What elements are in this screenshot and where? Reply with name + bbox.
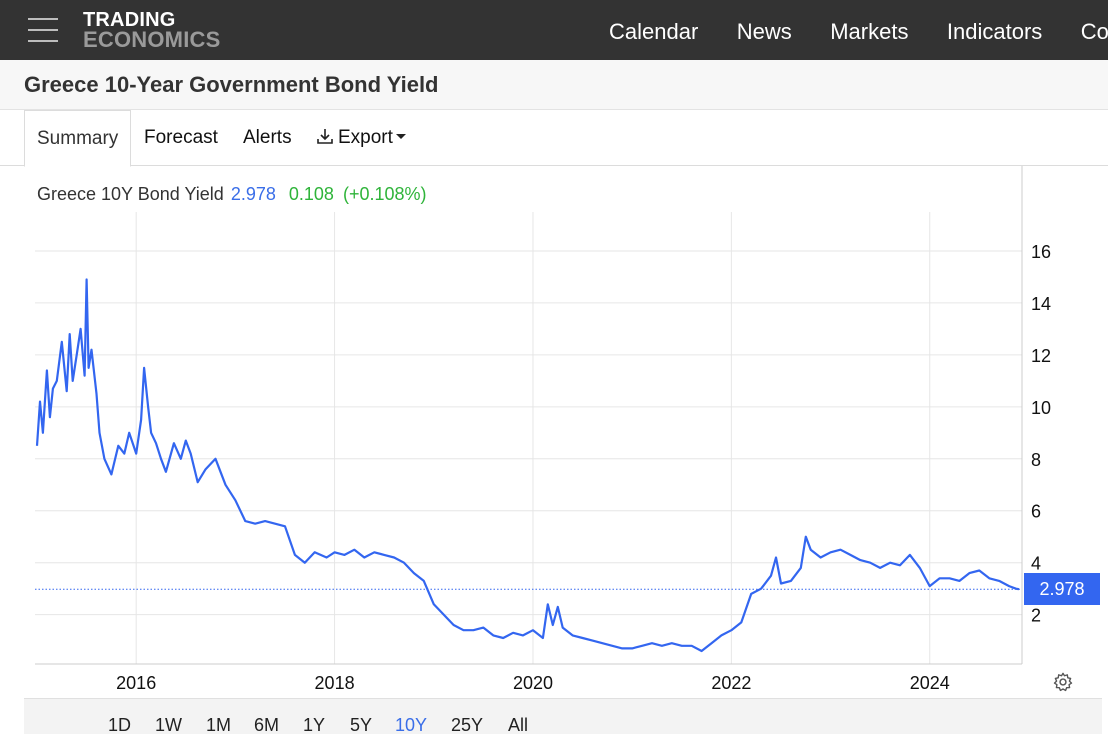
y-tick-label: 2 bbox=[1031, 606, 1041, 626]
range-6m[interactable]: 6M bbox=[254, 715, 280, 734]
y-tick-label: 8 bbox=[1031, 450, 1041, 470]
nav-more[interactable]: Co bbox=[1080, 19, 1108, 44]
x-tick-label: 2022 bbox=[711, 673, 751, 693]
page-title: Greece 10-Year Government Bond Yield bbox=[24, 72, 439, 97]
gear-icon[interactable] bbox=[1052, 671, 1074, 693]
tab-alerts[interactable]: Alerts bbox=[243, 127, 292, 148]
range-25y[interactable]: 25Y bbox=[451, 715, 484, 734]
last-price-tag: 2.978 bbox=[1024, 573, 1100, 606]
x-tick-label: 2024 bbox=[910, 673, 950, 693]
export-label: Export bbox=[338, 127, 393, 148]
y-tick-label: 16 bbox=[1031, 242, 1051, 262]
caret-down-icon bbox=[395, 134, 406, 139]
main-nav: Calendar News Markets Indicators Co bbox=[609, 19, 1108, 45]
nav-indicators[interactable]: Indicators bbox=[946, 19, 1043, 44]
nav-calendar[interactable]: Calendar bbox=[609, 19, 699, 44]
x-tick-label: 2020 bbox=[513, 673, 553, 693]
y-tick-label: 14 bbox=[1031, 294, 1051, 314]
title-bar: Greece 10-Year Government Bond Yield bbox=[0, 60, 1108, 110]
tab-summary[interactable]: Summary bbox=[24, 110, 132, 167]
range-1m[interactable]: 1M bbox=[206, 715, 232, 734]
range-all[interactable]: All bbox=[508, 715, 529, 734]
legend-change-pct: (+0.108%) bbox=[342, 184, 427, 204]
nav-news[interactable]: News bbox=[736, 19, 792, 44]
range-1y[interactable]: 1Y bbox=[303, 715, 326, 734]
chart-area: 2 4 6 8 10 12 14 16 2016 2018 2020 2022 2024 Greece … bbox=[0, 166, 1108, 734]
legend-change: 0.108 bbox=[288, 184, 334, 204]
tab-bar: Summary Forecast Alerts Export bbox=[0, 110, 1108, 167]
bond-yield-chart[interactable]: 2 4 6 8 10 12 14 16 2016 2018 2020 2022 2024 bbox=[0, 166, 1108, 698]
range-10y[interactable]: 10Y bbox=[395, 715, 428, 734]
series-line bbox=[35, 278, 1020, 653]
top-navbar: TRADING ECONOMICS Calendar News Markets … bbox=[0, 0, 1108, 60]
nav-markets[interactable]: Markets bbox=[830, 19, 909, 44]
logo-line2: ECONOMICS bbox=[83, 27, 221, 52]
y-tick-label: 4 bbox=[1031, 554, 1041, 574]
x-tick-label: 2018 bbox=[315, 673, 355, 693]
chart-legend: Greece 10Y Bond Yield 2.978 0.108 (+0.10… bbox=[37, 184, 427, 205]
export-button[interactable]: Export bbox=[316, 127, 406, 149]
download-icon bbox=[317, 129, 333, 144]
x-tick-label: 2016 bbox=[116, 673, 156, 693]
range-5y[interactable]: 5Y bbox=[350, 715, 373, 734]
menu-icon[interactable] bbox=[28, 18, 58, 42]
legend-last-value: 2.978 bbox=[230, 184, 276, 204]
y-tick-label: 10 bbox=[1031, 398, 1051, 418]
range-selector: 1D 1W 1M 6M 1Y 5Y 10Y 25Y All bbox=[24, 698, 1102, 734]
range-1d[interactable]: 1D bbox=[108, 715, 132, 734]
y-tick-label: 12 bbox=[1031, 346, 1051, 366]
tab-forecast[interactable]: Forecast bbox=[144, 127, 218, 148]
logo[interactable]: TRADING ECONOMICS bbox=[83, 9, 221, 52]
logo-line1: TRADING bbox=[83, 9, 176, 31]
legend-series-name: Greece 10Y Bond Yield bbox=[37, 184, 224, 204]
y-tick-label: 6 bbox=[1031, 502, 1041, 522]
range-1w[interactable]: 1W bbox=[155, 715, 182, 734]
